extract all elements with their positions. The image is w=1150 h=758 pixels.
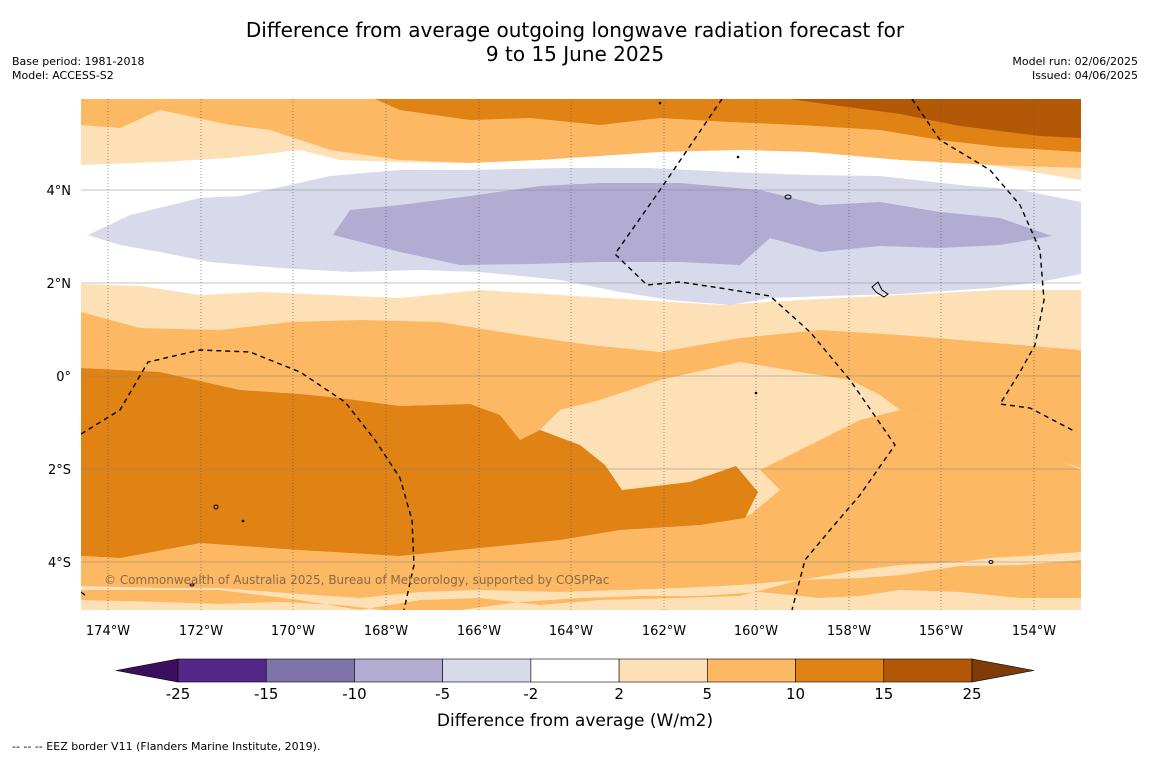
x-tick-158w: 158°W (827, 624, 871, 639)
x-tick-162w: 162°W (642, 624, 686, 639)
x-tick-156w: 156°W (919, 624, 963, 639)
meta-left: Base period: 1981-2018 Model: ACCESS-S2 (12, 55, 144, 83)
y-tick-4s: 4°S (48, 556, 71, 571)
island-dot-2 (736, 155, 740, 159)
colorbar-segment (177, 658, 267, 683)
eez-border-east (911, 99, 1077, 433)
colorbar-segment (618, 658, 708, 683)
issued-date: Issued: 04/06/2025 (1031, 69, 1138, 82)
title-line-2: 9 to 15 June 2025 (485, 42, 665, 66)
meta-right: Model run: 02/06/2025 Issued: 04/06/2025 (1012, 55, 1138, 83)
island-west (213, 504, 219, 510)
x-tick-154w: 154°W (1012, 624, 1056, 639)
eez-borders (81, 99, 1077, 610)
eez-legend-note: -- -- -- EEZ border V11 (Flanders Marine… (12, 740, 321, 753)
colorbar-tick-label: -25 (166, 685, 191, 703)
x-axis-labels: 174°W 172°W 170°W 168°W 166°W 164°W 162°… (86, 624, 1056, 639)
x-tick-168w: 168°W (364, 624, 408, 639)
island-kiritimati (871, 281, 889, 298)
copyright-text: © Commonwealth of Australia 2025, Bureau… (104, 573, 609, 587)
colorbar-extend-high (971, 658, 1035, 683)
colorbar-tick-label: 5 (703, 685, 713, 703)
x-tick-164w: 164°W (549, 624, 593, 639)
island-dot-1 (658, 101, 662, 105)
band-minus5-to-minus10 (333, 183, 1052, 265)
map-title: Difference from average outgoing longwav… (0, 18, 1150, 66)
colorbar-tick-label: 25 (962, 685, 981, 703)
colorbar-tick-label: -10 (342, 685, 367, 703)
island-north (784, 194, 792, 200)
gridlines (81, 99, 1081, 610)
colorbar-tick-label: -2 (523, 685, 538, 703)
band-5-to-10-southeast (400, 410, 1081, 590)
island-southwest (189, 583, 195, 587)
x-tick-170w: 170°W (271, 624, 315, 639)
colorbar-tick-label: -5 (435, 685, 450, 703)
band-5-to-10-south-edge (81, 543, 620, 598)
colorbar-tick-labels: -25 -15 -10 -5 -2 2 5 10 15 25 (166, 685, 982, 703)
colorbar-segment (530, 658, 620, 683)
y-tick-2s: 2°S (48, 463, 71, 478)
x-tick-174w: 174°W (86, 624, 130, 639)
colorbar-segment (354, 658, 443, 683)
y-tick-0: 0° (56, 370, 71, 385)
y-tick-4n: 4°N (47, 184, 72, 199)
x-tick-166w: 166°W (457, 624, 501, 639)
anomaly-contours (81, 99, 1081, 610)
eez-border-kiribati-west (81, 349, 415, 610)
map-figure: © Commonwealth of Australia 2025, Bureau… (47, 99, 1081, 731)
colorbar-tick-label: 2 (614, 685, 624, 703)
colorbar-tick-label: -15 (254, 685, 279, 703)
base-period: Base period: 1981-2018 (12, 55, 145, 68)
model-run: Model run: 02/06/2025 (1012, 55, 1138, 68)
model-name: Model: ACCESS-S2 (12, 69, 114, 82)
colorbar-segment (442, 658, 532, 683)
island-east-south (988, 560, 994, 564)
island-dot-3 (241, 519, 245, 523)
y-tick-2n: 2°N (47, 277, 72, 292)
y-axis-labels: 4°N 2°N 0° 2°S 4°S (47, 184, 72, 571)
island-dot-4 (754, 391, 758, 395)
colorbar-segment (883, 658, 973, 683)
title-line-1: Difference from average outgoing longwav… (245, 18, 905, 42)
x-tick-160w: 160°W (734, 624, 778, 639)
eez-border-line-islands (614, 99, 896, 610)
band-5-to-10-south (81, 312, 1081, 610)
colorbar-tick-label: 15 (874, 685, 893, 703)
colorbar (115, 658, 1035, 683)
colorbar-extend-low (115, 658, 179, 683)
x-tick-172w: 172°W (179, 624, 223, 639)
colorbar-segment (795, 658, 885, 683)
islands (189, 101, 994, 587)
band-10-to-15-south (81, 368, 758, 558)
colorbar-segment (707, 658, 796, 683)
band-15-to-25-north (790, 99, 1081, 138)
colorbar-tick-label: 10 (786, 685, 805, 703)
colorbar-label: Difference from average (W/m2) (437, 711, 713, 731)
colorbar-segment (265, 658, 355, 683)
eez-border-southwest-fragment (81, 591, 87, 597)
